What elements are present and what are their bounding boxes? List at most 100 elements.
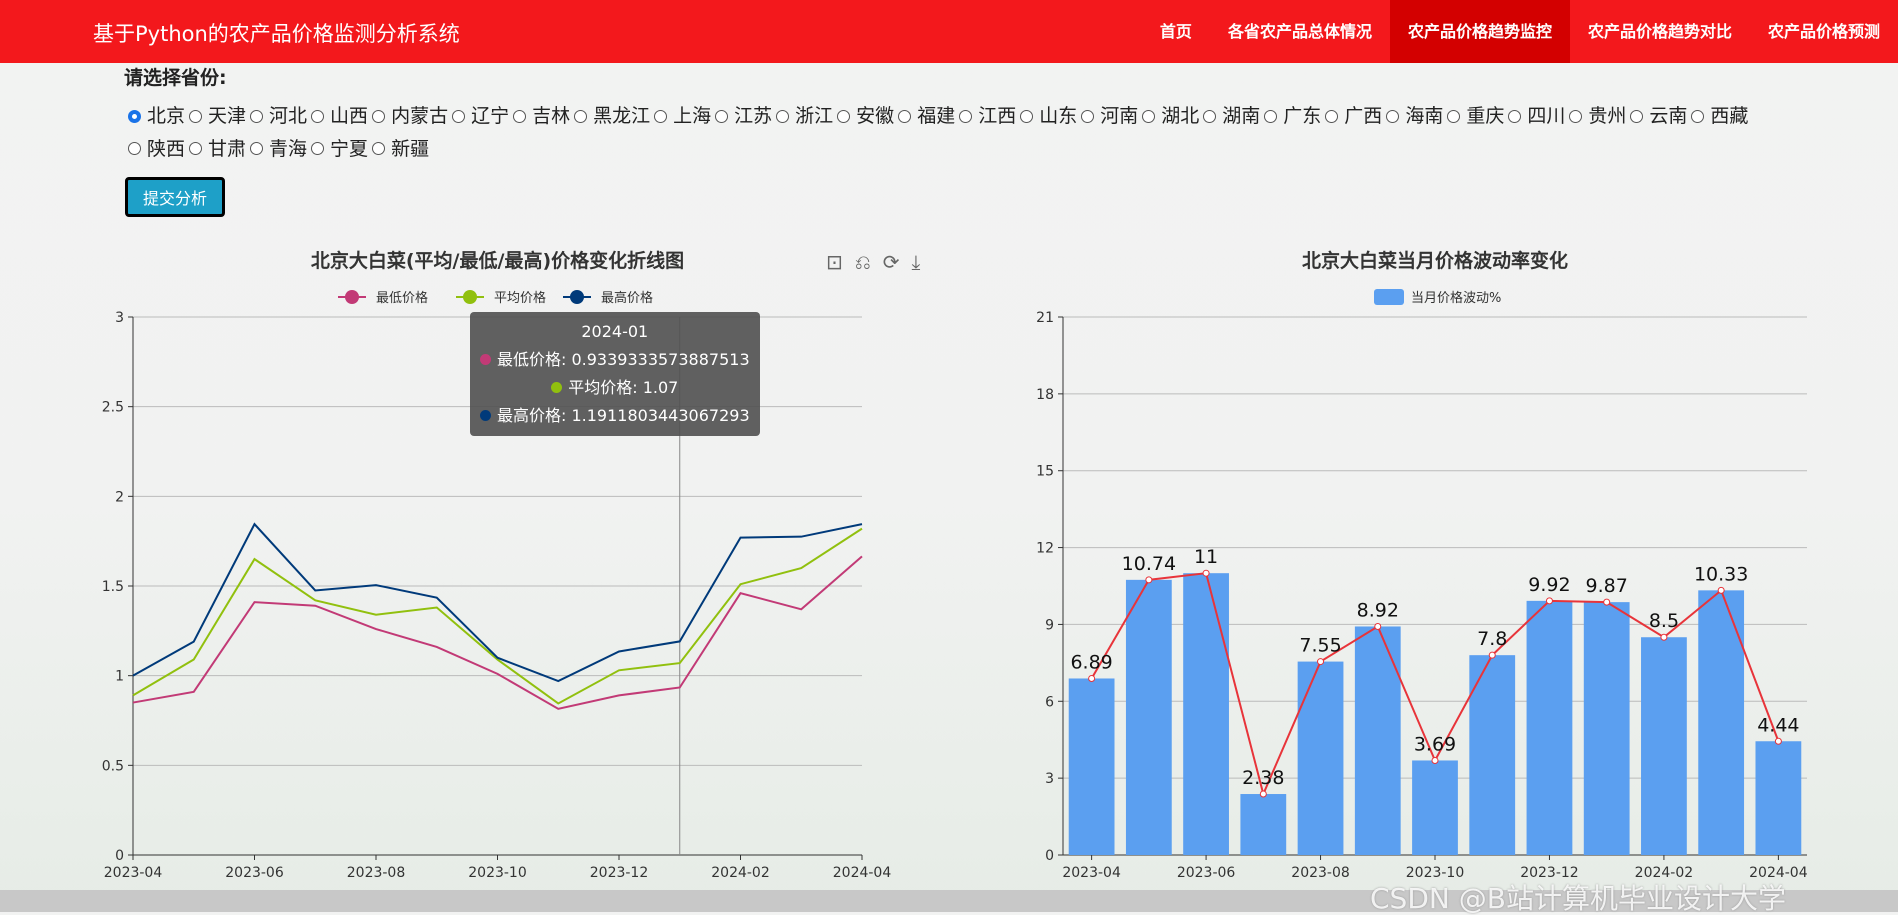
province-radio[interactable]: 云南 [1630, 100, 1687, 132]
province-name: 北京 [147, 105, 186, 127]
tooltip-row: 最低价格: 0.9339333573887513 [480, 346, 750, 374]
province-radio[interactable]: 西藏 [1691, 100, 1748, 132]
radio-circle-icon[interactable] [250, 109, 264, 123]
restore-icon[interactable]: ⟳ [882, 250, 900, 274]
radio-circle-icon[interactable] [189, 142, 203, 155]
province-radio[interactable]: 青海 [250, 133, 307, 165]
province-radio[interactable]: 北京 [128, 100, 185, 132]
trend-point [1431, 756, 1439, 764]
province-radio[interactable]: 江西 [959, 100, 1016, 132]
province-radio[interactable]: 安徽 [837, 100, 894, 132]
y-tick-label: 2.5 [102, 400, 124, 416]
radio-circle-icon[interactable] [1020, 109, 1034, 123]
province-radio[interactable]: 广东 [1264, 100, 1321, 132]
province-radio[interactable]: 河北 [250, 100, 307, 132]
radio-circle-icon[interactable] [311, 109, 325, 123]
province-radio[interactable]: 上海 [654, 100, 711, 132]
zoom-icon[interactable]: ⊡ [826, 250, 843, 274]
radio-circle-icon[interactable] [898, 109, 912, 123]
radio-circle-icon[interactable] [1203, 109, 1217, 123]
legend-dot-icon [345, 290, 359, 304]
province-radio[interactable]: 天津 [189, 100, 246, 132]
province-radio[interactable]: 浙江 [776, 100, 833, 132]
x-tick-label: 2023-12 [1520, 865, 1579, 881]
radio-circle-icon[interactable] [1264, 109, 1278, 123]
radio-circle-icon[interactable] [1081, 109, 1095, 123]
radio-circle-icon[interactable] [128, 142, 141, 155]
nav-item[interactable]: 各省农产品总体情况 [1227, 22, 1372, 41]
nav-item[interactable]: 农产品价格趋势监控 [1389, 0, 1570, 63]
radio-circle-icon[interactable] [959, 109, 973, 123]
province-name: 湖南 [1222, 105, 1261, 127]
radio-circle-icon[interactable] [654, 109, 668, 123]
radio-circle-icon[interactable] [189, 109, 203, 123]
horizontal-scrollbar[interactable] [0, 890, 1898, 912]
province-radio[interactable]: 广西 [1325, 100, 1382, 132]
radio-circle-icon[interactable] [1691, 109, 1705, 123]
data-label: 9.87 [1586, 575, 1628, 597]
province-name: 辽宁 [471, 105, 510, 127]
radio-circle-icon[interactable] [1508, 109, 1522, 123]
zoom-reset-icon[interactable]: ⎌ [854, 250, 871, 274]
province-radio[interactable]: 四川 [1508, 100, 1565, 132]
y-tick-label: 6 [1045, 694, 1054, 710]
province-name: 黑龙江 [593, 105, 651, 127]
bar [1641, 637, 1687, 855]
radio-circle-icon[interactable] [250, 142, 264, 155]
radio-circle-icon[interactable] [128, 109, 141, 123]
radio-circle-icon[interactable] [1569, 109, 1583, 123]
radio-circle-icon[interactable] [574, 109, 588, 123]
province-name: 陕西 [147, 137, 186, 160]
province-label: 请选择省份: [124, 67, 227, 89]
province-name: 河北 [269, 105, 308, 127]
province-name: 四川 [1527, 105, 1566, 127]
province-radio[interactable]: 黑龙江 [574, 100, 650, 132]
trend-point [1088, 674, 1096, 682]
download-icon[interactable]: ⤓ [911, 250, 921, 274]
province-radio[interactable]: 重庆 [1447, 100, 1504, 132]
x-tick-label: 2023-12 [590, 865, 649, 881]
province-radio[interactable]: 山西 [311, 100, 368, 132]
radio-circle-icon[interactable] [715, 109, 729, 123]
province-radio[interactable]: 湖北 [1142, 100, 1199, 132]
province-name: 宁夏 [330, 137, 369, 160]
y-tick-label: 3 [1045, 771, 1054, 787]
radio-circle-icon[interactable] [1630, 109, 1644, 123]
province-radio[interactable]: 吉林 [513, 100, 570, 132]
y-tick-label: 0.5 [102, 758, 124, 774]
province-radio[interactable]: 河南 [1081, 100, 1138, 132]
submit-analysis-button[interactable]: 提交分析 [125, 177, 225, 217]
province-radio[interactable]: 辽宁 [452, 100, 509, 132]
radio-circle-icon[interactable] [372, 109, 386, 123]
province-radio[interactable]: 江苏 [715, 100, 772, 132]
radio-circle-icon[interactable] [372, 142, 386, 155]
province-radio[interactable]: 山东 [1020, 100, 1077, 132]
bar [1354, 626, 1401, 855]
radio-circle-icon[interactable] [1386, 109, 1400, 123]
province-radio[interactable]: 贵州 [1569, 100, 1626, 132]
data-label: 10.33 [1694, 563, 1748, 585]
province-radio[interactable]: 海南 [1386, 100, 1443, 132]
radio-circle-icon[interactable] [1447, 109, 1461, 123]
data-label: 4.44 [1757, 714, 1799, 736]
nav-item[interactable]: 农产品价格预测 [1767, 22, 1880, 41]
radio-circle-icon[interactable] [513, 109, 527, 123]
nav-item[interactable]: 首页 [1159, 22, 1192, 41]
province-radio[interactable]: 陕西 [128, 133, 185, 165]
radio-circle-icon[interactable] [452, 109, 466, 123]
province-radio[interactable]: 新疆 [372, 133, 429, 165]
data-label: 9.92 [1528, 574, 1570, 596]
radio-circle-icon[interactable] [1325, 109, 1339, 123]
radio-circle-icon[interactable] [776, 109, 790, 123]
province-radio[interactable]: 甘肃 [189, 133, 246, 165]
province-radio[interactable]: 宁夏 [311, 133, 368, 165]
radio-circle-icon[interactable] [311, 142, 325, 155]
radio-circle-icon[interactable] [837, 109, 851, 123]
data-label: 10.74 [1122, 553, 1176, 575]
province-radio[interactable]: 福建 [898, 100, 955, 132]
province-radio[interactable]: 内蒙古 [372, 100, 448, 132]
nav-item[interactable]: 农产品价格趋势对比 [1587, 22, 1732, 41]
bar [1297, 661, 1344, 855]
radio-circle-icon[interactable] [1142, 109, 1156, 123]
province-radio[interactable]: 湖南 [1203, 100, 1260, 132]
